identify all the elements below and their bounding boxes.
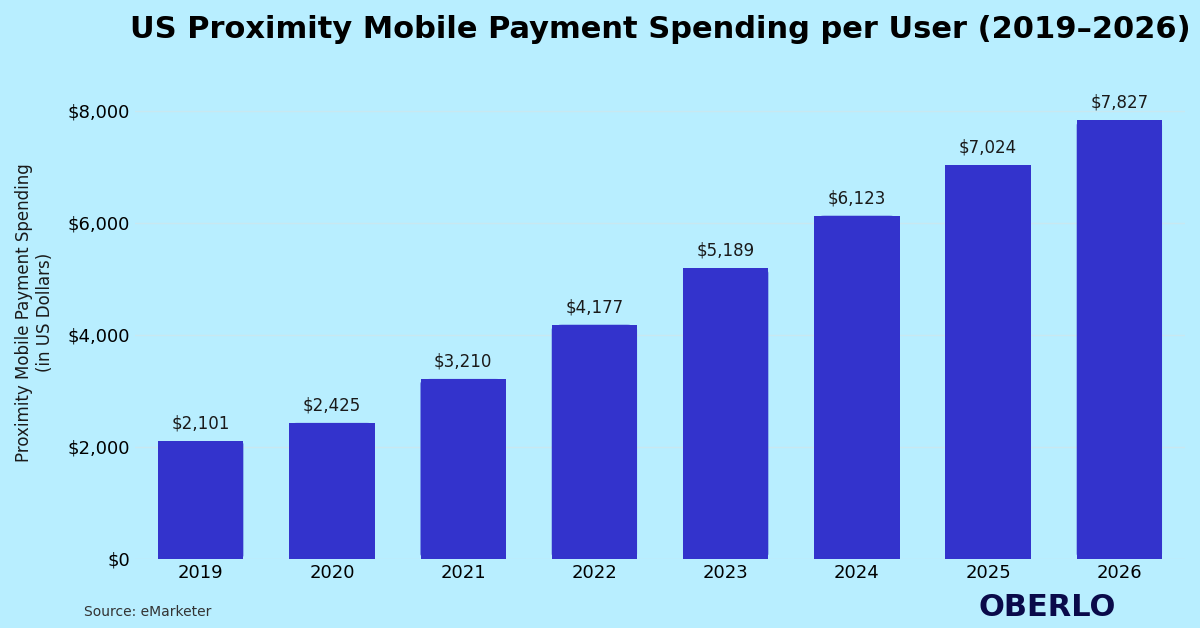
Title: US Proximity Mobile Payment Spending per User (2019–2026): US Proximity Mobile Payment Spending per… [130,15,1190,44]
Bar [158,541,244,559]
Text: OBERLO: OBERLO [979,593,1116,622]
Bar [815,531,900,559]
Bar [683,268,768,559]
Bar [158,441,244,559]
Bar [289,538,374,559]
Text: $7,024: $7,024 [959,139,1018,157]
Bar [289,423,374,559]
Bar [946,165,1031,559]
Text: Source: eMarketer: Source: eMarketer [84,605,211,619]
Text: $5,189: $5,189 [696,242,755,259]
Bar [815,216,900,559]
FancyBboxPatch shape [946,165,1031,559]
FancyBboxPatch shape [1076,121,1162,559]
Bar [420,532,506,559]
FancyBboxPatch shape [158,441,244,559]
Bar [552,531,637,559]
FancyBboxPatch shape [683,268,768,559]
Bar [1076,121,1162,559]
Text: $6,123: $6,123 [828,189,886,207]
FancyBboxPatch shape [552,325,637,559]
Bar [946,531,1031,559]
Y-axis label: Proximity Mobile Payment Spending
(in US Dollars): Proximity Mobile Payment Spending (in US… [16,163,54,462]
Text: $3,210: $3,210 [434,352,492,371]
Text: $2,101: $2,101 [172,414,230,433]
FancyBboxPatch shape [815,216,900,559]
Text: $2,425: $2,425 [302,396,361,414]
Bar [1076,531,1162,559]
Bar [552,325,637,559]
Text: $7,827: $7,827 [1091,94,1148,112]
FancyBboxPatch shape [420,379,506,559]
Bar [420,379,506,559]
Bar [683,531,768,559]
Text: $4,177: $4,177 [565,298,624,317]
FancyBboxPatch shape [289,423,374,559]
